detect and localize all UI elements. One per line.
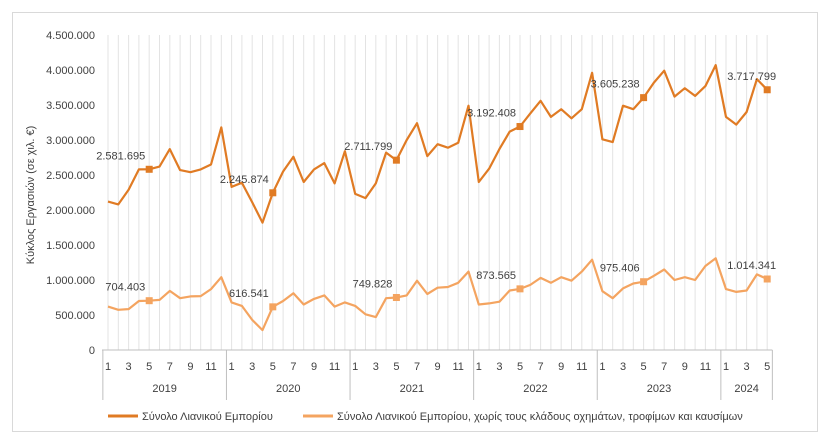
- x-tick-label: 1: [352, 361, 358, 373]
- chart-frame: [12, 12, 818, 432]
- x-tick-label: 5: [393, 361, 399, 373]
- legend: Σύνολο Λιανικού Εμπορίου Σύνολο Λιανικού …: [108, 411, 743, 423]
- series-line-1: [107, 63, 768, 224]
- x-tick-label: 1: [599, 361, 605, 373]
- year-label: 2019: [152, 383, 176, 395]
- data-label: 3.717.799: [727, 71, 776, 83]
- y-tick-label: 4.000.000: [46, 65, 95, 77]
- data-label: 2.245.874: [220, 174, 269, 186]
- data-labels: 2.581.695 2.245.874 2.711.799 3.192.408 3.60…: [96, 71, 776, 300]
- x-tick-label: 1: [476, 361, 482, 373]
- data-marker: [640, 278, 648, 286]
- legend-label: Σύνολο Λιανικού Εμπορίου, χωρίς τους κλά…: [337, 411, 743, 423]
- y-tick-label: 4.500.000: [46, 30, 95, 42]
- x-tick-label: 9: [558, 361, 564, 373]
- y-tick-label: 2.500.000: [46, 170, 95, 182]
- year-label: 2020: [276, 383, 300, 395]
- data-marker: [516, 123, 524, 131]
- x-tick-label: 3: [620, 361, 626, 373]
- legend-label: Σύνολο Λιανικού Εμπορίου: [142, 411, 273, 423]
- y-tick-label: 1.000.000: [46, 275, 95, 287]
- data-marker: [392, 156, 400, 164]
- y-tick-label: 3.500.000: [46, 100, 95, 112]
- x-tick-label: 5: [517, 361, 523, 373]
- data-label: 1.014.341: [727, 260, 776, 272]
- x-tick-label: 5: [270, 361, 276, 373]
- data-label: 975.406: [600, 263, 640, 275]
- data-label: 616.541: [229, 288, 269, 300]
- data-marker: [763, 275, 771, 283]
- x-tick-label: 9: [435, 361, 441, 373]
- year-label: 2024: [734, 383, 758, 395]
- x-tick-label: 7: [167, 361, 173, 373]
- data-label: 749.828: [353, 279, 393, 291]
- x-tick-label: 3: [249, 361, 255, 373]
- x-tick-label: 11: [205, 361, 216, 373]
- y-tick-label: 2.000.000: [46, 205, 95, 217]
- x-tick-label: 7: [538, 361, 544, 373]
- x-tick-label: 3: [744, 361, 750, 373]
- x-tick-label: 11: [329, 361, 340, 373]
- data-label: 2.711.799: [344, 141, 392, 153]
- x-tick-label: 5: [641, 361, 647, 373]
- x-tick-label: 11: [576, 361, 587, 373]
- data-marker: [269, 189, 277, 197]
- x-tick-label: 11: [700, 361, 711, 373]
- x-tick-label: 9: [187, 361, 193, 373]
- data-marker: [392, 294, 400, 302]
- x-tick-label: 7: [661, 361, 667, 373]
- y-tick-label: 1.500.000: [46, 240, 95, 252]
- year-label: 2021: [400, 383, 424, 395]
- x-tick-label: 1: [229, 361, 235, 373]
- data-marker: [640, 94, 648, 102]
- data-label: 3.605.238: [591, 79, 640, 91]
- year-label: 2023: [647, 383, 671, 395]
- series-lines: [107, 63, 768, 332]
- series-line-2: [107, 257, 768, 332]
- x-tick-label: 5: [146, 361, 152, 373]
- data-marker: [516, 285, 524, 293]
- data-label: 3.192.408: [467, 108, 516, 120]
- x-tick-label: 9: [311, 361, 317, 373]
- y-tick-label: 500.000: [55, 310, 95, 322]
- y-tick-label: 3.000.000: [46, 135, 95, 147]
- x-tick-label: 1: [105, 361, 111, 373]
- highlight-markers: [145, 86, 771, 311]
- x-tick-label: 1: [723, 361, 729, 373]
- x-tick-label: 11: [452, 361, 463, 373]
- vertical-gridlines: [107, 35, 768, 350]
- x-tick-label: 7: [290, 361, 296, 373]
- data-marker: [145, 165, 153, 173]
- data-label: 2.581.695: [96, 150, 145, 162]
- axes: 0 500.000 1.000.000 1.500.000 2.000.000 2.500…: [46, 30, 773, 400]
- data-marker: [763, 86, 771, 94]
- year-label: 2022: [523, 383, 547, 395]
- x-tick-label: 3: [373, 361, 379, 373]
- x-tick-label: 3: [126, 361, 132, 373]
- x-tick-label: 3: [496, 361, 502, 373]
- x-tick-label: 7: [414, 361, 420, 373]
- x-tick-label: 9: [682, 361, 688, 373]
- y-axis-title: Κύκλος Εργασιών (σε χιλ. €): [25, 126, 37, 265]
- x-tick-label: 5: [764, 361, 770, 373]
- y-tick-label: 0: [89, 345, 95, 357]
- data-label: 704.403: [105, 282, 145, 294]
- data-label: 873.565: [476, 270, 516, 282]
- data-marker: [269, 303, 277, 311]
- data-marker: [145, 297, 153, 305]
